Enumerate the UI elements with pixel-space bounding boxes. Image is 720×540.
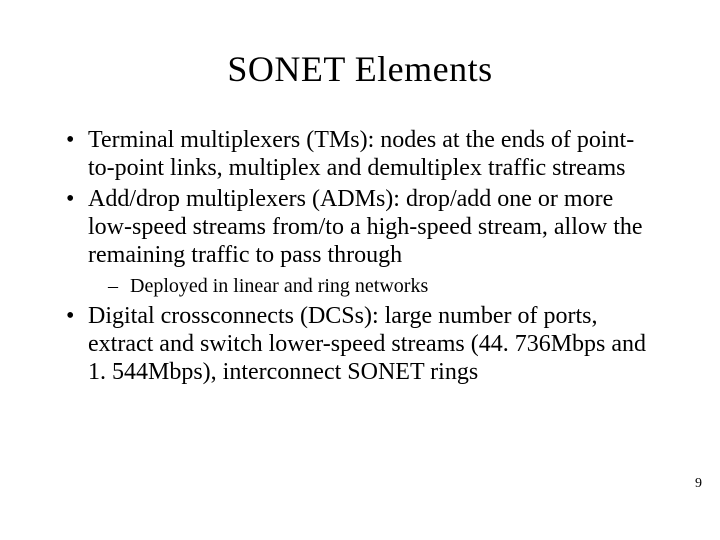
bullet-text: Digital crossconnects (DCSs): large numb… (88, 303, 646, 386)
sub-bullet-text: Deployed in linear and ring networks (130, 275, 428, 297)
bullet-text: Terminal multiplexers (TMs): nodes at th… (88, 127, 634, 181)
bullet-text: Add/drop multiplexers (ADMs): drop/add o… (88, 186, 643, 269)
slide-title: SONET Elements (60, 48, 660, 90)
bullet-item: Add/drop multiplexers (ADMs): drop/add o… (60, 185, 660, 298)
bullet-item: Digital crossconnects (DCSs): large numb… (60, 302, 660, 387)
bullet-item: Terminal multiplexers (TMs): nodes at th… (60, 126, 660, 183)
slide: SONET Elements Terminal multiplexers (TM… (0, 0, 720, 540)
sub-bullet-list: Deployed in linear and ring networks (88, 274, 660, 298)
bullet-list: Terminal multiplexers (TMs): nodes at th… (60, 126, 660, 387)
sub-bullet-item: Deployed in linear and ring networks (102, 274, 660, 298)
page-number: 9 (695, 476, 702, 492)
